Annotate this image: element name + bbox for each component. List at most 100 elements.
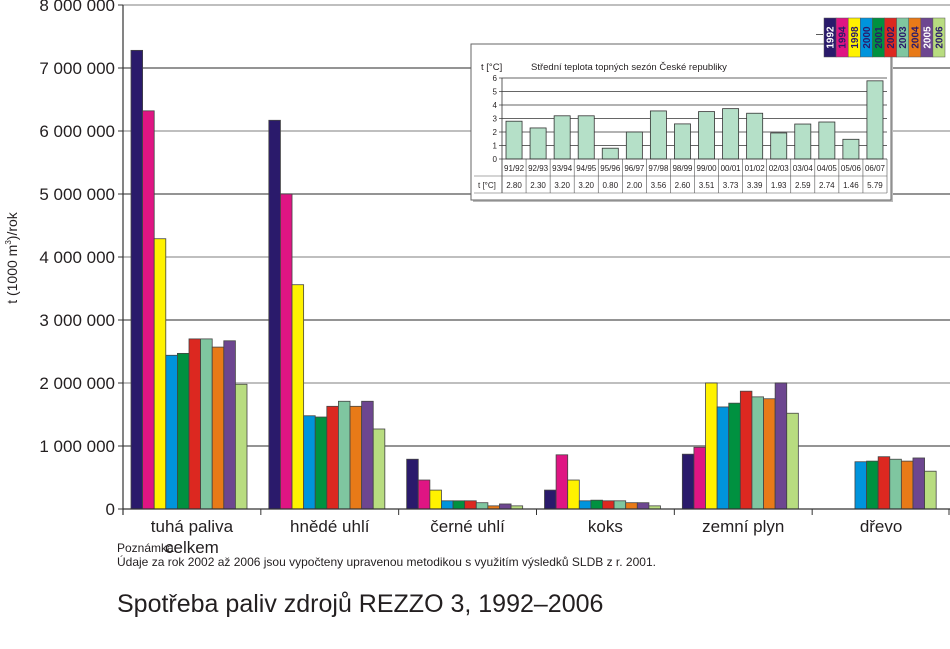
inset-y-label: t [°C] bbox=[481, 62, 502, 73]
bar-2003 bbox=[200, 338, 213, 510]
inset-y-tick-label: 3 bbox=[493, 115, 498, 124]
inset-category-label: 92/93 bbox=[528, 164, 549, 173]
bar-2003 bbox=[475, 502, 489, 510]
inset-value-label: 2.59 bbox=[795, 181, 811, 190]
bar-1994 bbox=[417, 479, 431, 510]
inset-value-label: 2.74 bbox=[819, 181, 835, 190]
inset-category-label: 06/07 bbox=[865, 164, 886, 173]
inset-category-label: 03/04 bbox=[793, 164, 814, 173]
inset-value-label: 2.30 bbox=[530, 181, 546, 190]
inset-bar bbox=[818, 121, 836, 160]
inset-value-label: 3.20 bbox=[554, 181, 570, 190]
note-label: Poznámka: bbox=[117, 541, 178, 555]
inset-category-label: 91/92 bbox=[504, 164, 525, 173]
bar-2000 bbox=[854, 461, 867, 510]
inset-bar bbox=[722, 108, 740, 160]
bar-2003 bbox=[613, 500, 627, 510]
legend-label: 2004 bbox=[910, 26, 921, 49]
bar-2006 bbox=[786, 412, 799, 510]
inset-value-label: 2.80 bbox=[506, 181, 522, 190]
bar-2005 bbox=[361, 400, 374, 510]
bar-2002 bbox=[464, 500, 477, 510]
bar-2005 bbox=[636, 502, 650, 510]
inset-y-tick-label: 2 bbox=[493, 128, 498, 137]
inset-category-label: 05/06 bbox=[841, 164, 862, 173]
bar-2006 bbox=[924, 470, 937, 510]
y-tick-label: 7 000 000 bbox=[39, 59, 115, 78]
bar-1998 bbox=[705, 382, 718, 510]
bar-2004 bbox=[625, 502, 638, 510]
bar-2004 bbox=[211, 346, 225, 510]
legend-label: 2005 bbox=[922, 26, 933, 49]
note-text: Údaje za rok 2002 až 2006 jsou vypočteny… bbox=[117, 555, 656, 569]
category-label: hnědé uhlí bbox=[290, 517, 370, 536]
bar-2001 bbox=[452, 500, 466, 510]
category-label: celkem bbox=[165, 538, 219, 557]
bar-2002 bbox=[326, 405, 339, 510]
y-axis-label: t (1000 m3)/rok bbox=[4, 211, 20, 304]
bar-2000 bbox=[165, 354, 178, 510]
bar-2002 bbox=[877, 456, 891, 510]
inset-category-label: 02/03 bbox=[769, 164, 790, 173]
inset-value-label: 3.51 bbox=[699, 181, 715, 190]
bar-2002 bbox=[188, 338, 202, 510]
bar-1994 bbox=[142, 110, 155, 510]
y-tick-label: 6 000 000 bbox=[39, 122, 115, 141]
inset-value-label: 0.80 bbox=[602, 181, 618, 190]
inset-bar bbox=[674, 123, 691, 160]
inset-category-label: 93/94 bbox=[552, 164, 573, 173]
bar-2004 bbox=[900, 460, 914, 510]
y-axis-label-pre: t (1000 m bbox=[4, 245, 20, 304]
bar-1994 bbox=[555, 454, 569, 510]
inset-bar bbox=[842, 138, 860, 160]
inset-bar bbox=[553, 115, 571, 160]
legend-swatch-2006 bbox=[932, 17, 946, 58]
bar-1998 bbox=[567, 479, 580, 510]
inset-y-tick-label: 4 bbox=[493, 101, 498, 110]
bar-2001 bbox=[728, 402, 741, 510]
fuel-consumption-chart: 0 1 000 000 2 000 000 3 000 000 4 000 000 5 0… bbox=[4, 0, 950, 557]
bar-2003 bbox=[889, 458, 902, 510]
inset-bar bbox=[794, 123, 812, 160]
inset-category-label: 97/98 bbox=[648, 164, 669, 173]
bar-2004 bbox=[349, 405, 363, 510]
inset-value-label: 1.46 bbox=[843, 181, 859, 190]
inset-bar bbox=[649, 110, 667, 160]
legend: 1992 1994 1998 2000 2001 2002 2003 2004 2005 2006 bbox=[816, 17, 946, 58]
inset-value-label: 2.00 bbox=[627, 181, 643, 190]
y-tick-label: 3 000 000 bbox=[39, 311, 115, 330]
inset-value-label: 1.93 bbox=[771, 181, 787, 190]
bar-2003 bbox=[751, 396, 764, 510]
inset-bar bbox=[866, 80, 884, 160]
bar-2001 bbox=[176, 352, 190, 510]
bar-1992 bbox=[268, 119, 281, 510]
bar-1992 bbox=[544, 489, 557, 510]
inset-bar bbox=[601, 147, 619, 160]
inset-value-label: 5.79 bbox=[867, 181, 883, 190]
bar-2000 bbox=[303, 415, 316, 510]
legend-label: 1992 bbox=[826, 26, 837, 49]
legend-label: 2002 bbox=[886, 26, 897, 49]
y-tick-label: 1 000 000 bbox=[39, 437, 115, 456]
category-labels: tuhá paliva celkem hnědé uhlí černé uhlí kok… bbox=[151, 517, 903, 557]
bar-2000 bbox=[716, 406, 730, 510]
bar-2000 bbox=[578, 500, 592, 510]
inset-bar bbox=[746, 112, 764, 160]
inset-value-label: 3.20 bbox=[578, 181, 594, 190]
inset-y-tick-label: 5 bbox=[493, 88, 498, 97]
inset-y-tick-label: 0 bbox=[493, 155, 498, 164]
legend-label: 2000 bbox=[862, 26, 873, 49]
y-axis-label-sup: 3 bbox=[4, 240, 13, 245]
bar-2001 bbox=[314, 416, 328, 510]
bar-2005 bbox=[774, 382, 788, 510]
bar-2003 bbox=[338, 400, 351, 510]
bar-2005 bbox=[499, 503, 512, 510]
bar-2002 bbox=[602, 500, 615, 510]
inset-value-label: 3.39 bbox=[747, 181, 763, 190]
inset-category-label: 99/00 bbox=[697, 164, 718, 173]
y-tick-label: 8 000 000 bbox=[39, 0, 115, 15]
inset-category-label: 04/05 bbox=[817, 164, 838, 173]
inset-bar bbox=[770, 132, 788, 160]
inset-bar bbox=[625, 131, 643, 160]
bar-1994 bbox=[693, 446, 706, 510]
